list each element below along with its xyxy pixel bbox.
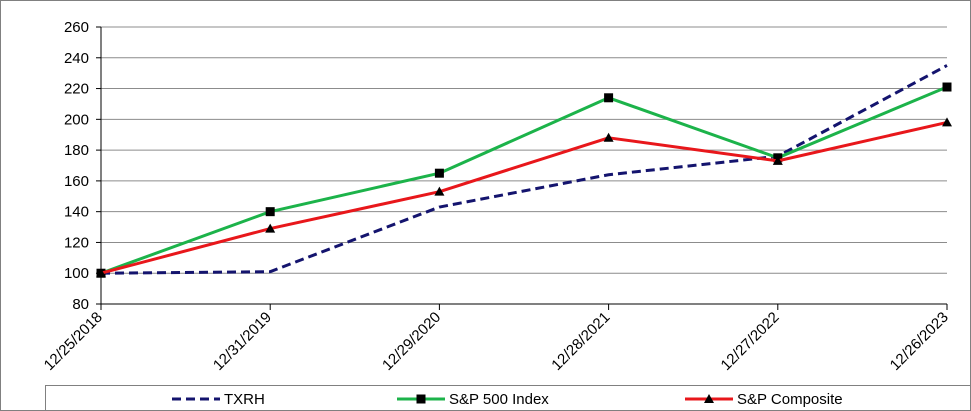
y-tick-label: 120 xyxy=(64,234,89,251)
y-tick-label: 180 xyxy=(64,142,89,159)
legend-marker-sandp-composite xyxy=(704,394,714,403)
data-point-sandp-500-index xyxy=(942,82,952,92)
legend-label-sandp-500-index: S&P 500 Index xyxy=(449,391,549,408)
y-tick-label: 80 xyxy=(72,296,89,313)
x-tick-label: 12/29/2020 xyxy=(379,309,444,374)
data-point-sandp-composite xyxy=(772,155,783,165)
legend-label-txrh: TXRH xyxy=(224,391,265,408)
data-point-sandp-500-index xyxy=(265,207,275,217)
series-line-sandp-500-index xyxy=(100,85,948,275)
y-tick-label: 220 xyxy=(64,81,89,98)
legend-box xyxy=(45,385,971,411)
data-point-sandp-composite xyxy=(434,186,445,196)
data-point-sandp-500-index xyxy=(604,93,614,103)
y-tick-label: 160 xyxy=(64,173,89,190)
y-tick-label: 200 xyxy=(64,111,89,128)
y-tick-label: 240 xyxy=(64,50,89,67)
x-tick-label: 12/27/2022 xyxy=(718,309,783,374)
data-point-sandp-composite xyxy=(603,132,614,142)
data-point-sandp-composite xyxy=(942,117,952,127)
x-tick-label: 12/25/2018 xyxy=(41,309,106,374)
x-tick-label: 12/26/2023 xyxy=(887,309,952,374)
y-tick-label: 140 xyxy=(64,204,89,221)
y-tick-label: 100 xyxy=(64,265,89,282)
data-point-sandp-500-index xyxy=(434,168,444,178)
series-layer xyxy=(96,64,952,278)
y-tick-label: 260 xyxy=(64,19,89,36)
x-tick-label: 12/28/2021 xyxy=(548,309,613,374)
legend-marker-sandp-500-index xyxy=(416,394,426,404)
series-line-txrh xyxy=(100,64,948,275)
legend: TXRH S&P 500 Index S&P Composite xyxy=(45,385,971,411)
data-point-sandp-composite xyxy=(96,268,106,278)
series-line-sandp-composite xyxy=(100,120,948,275)
data-point-sandp-composite xyxy=(265,223,276,233)
x-tick-label: 12/31/2019 xyxy=(210,309,275,374)
legend-label-sandp-composite: S&P Composite xyxy=(737,391,843,408)
